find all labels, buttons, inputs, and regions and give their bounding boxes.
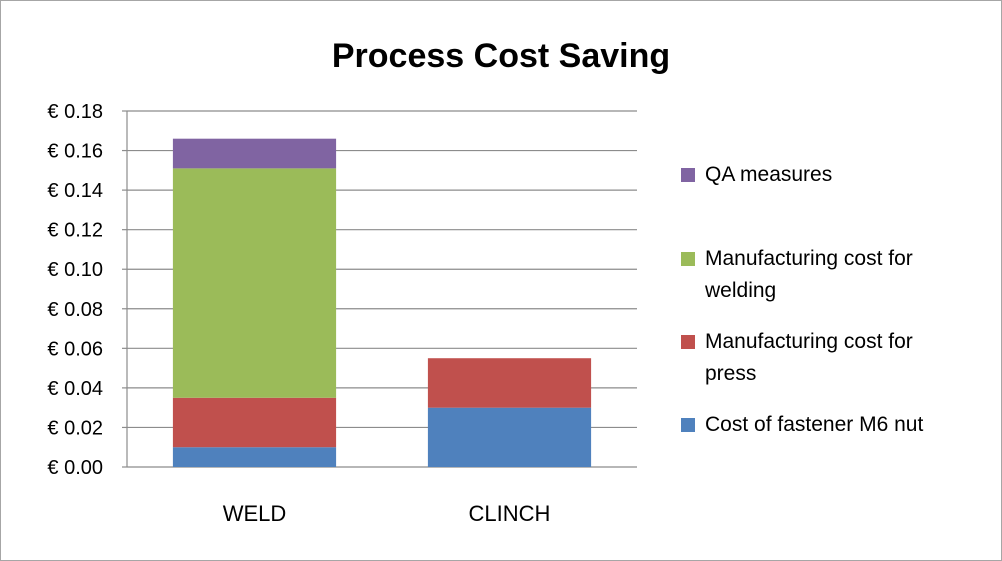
legend-swatch: [681, 335, 695, 349]
legend-label: Cost of fastener M6 nut: [705, 413, 923, 436]
x-category-label: CLINCH: [469, 501, 551, 526]
y-tick-label: € 0.00: [47, 457, 103, 479]
legend-swatch: [681, 252, 695, 266]
bar-segment: [172, 447, 337, 467]
legend-entry: QA measures: [681, 163, 832, 186]
y-tick-label: € 0.10: [47, 259, 103, 281]
legend-label: welding: [704, 279, 776, 302]
bar-segment: [172, 168, 337, 398]
y-tick-label: € 0.14: [47, 180, 103, 202]
legend-swatch: [681, 168, 695, 182]
bar-segment: [172, 138, 337, 169]
legend: QA measures Manufacturing cost for welding…: [681, 163, 923, 436]
x-category-label: WELD: [223, 501, 287, 526]
legend-label: QA measures: [705, 163, 832, 186]
y-tick-label: € 0.08: [47, 299, 103, 321]
y-tick-label: € 0.12: [47, 220, 103, 242]
legend-swatch: [681, 418, 695, 432]
y-tick-label: € 0.04: [47, 378, 103, 400]
legend-label: press: [705, 362, 756, 385]
y-tick-label: € 0.02: [47, 417, 103, 439]
y-tick-label: € 0.18: [47, 101, 103, 123]
legend-entry: Manufacturing cost for welding: [681, 247, 913, 302]
bar-segment: [427, 358, 592, 408]
legend-label: Manufacturing cost for: [705, 247, 913, 270]
chart-title: Process Cost Saving: [332, 37, 670, 75]
bar-segment: [427, 407, 592, 467]
legend-entry: Manufacturing cost for press: [681, 330, 913, 385]
legend-entry: Cost of fastener M6 nut: [681, 413, 923, 436]
bars: [172, 138, 592, 467]
bar-segment: [172, 397, 337, 448]
y-tick-label: € 0.06: [47, 338, 103, 360]
axes: € 0.00 € 0.02 € 0.04 € 0.06 € 0.08 € 0.10 € 0.…: [47, 101, 637, 526]
legend-label: Manufacturing cost for: [705, 330, 913, 353]
y-tick-label: € 0.16: [47, 141, 103, 163]
